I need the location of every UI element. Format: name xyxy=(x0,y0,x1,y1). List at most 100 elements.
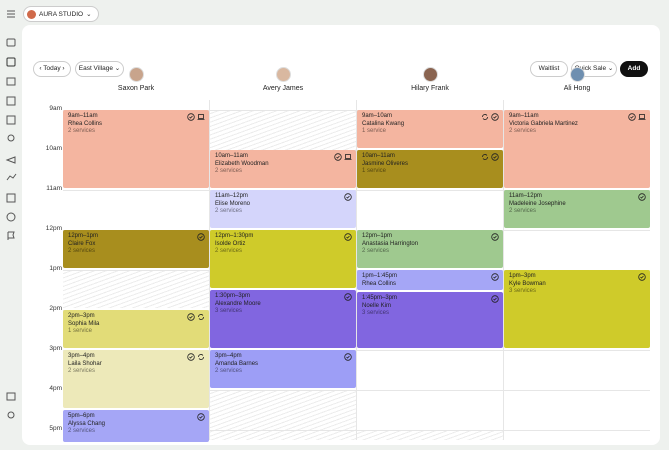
client-name: Kyle Bowman xyxy=(509,280,546,287)
location-dropdown[interactable]: East Village ⌄ xyxy=(75,61,124,77)
status-icon xyxy=(187,113,195,121)
client-name: Rhea Collins xyxy=(362,280,397,287)
appointment-time: 9am–11am xyxy=(68,113,98,119)
status-icons xyxy=(197,413,205,421)
column-divider xyxy=(209,100,210,440)
appointment-card[interactable]: 9am–11am Victoria Gabriela Martinez 2 serv… xyxy=(504,110,650,188)
client-name: Alyssa Chang xyxy=(68,420,106,427)
sidebar xyxy=(5,10,17,419)
today-label: Today xyxy=(43,65,61,72)
service-count: 2 services xyxy=(215,208,243,215)
hour-label: 3pm xyxy=(49,345,62,352)
appointment-card[interactable]: 12pm–1pm Claire Fox 2 services xyxy=(63,230,209,268)
appointment-card[interactable]: 9am–10am Catalina Kwang 1 service xyxy=(357,110,503,148)
hour-label: 1pm xyxy=(49,265,62,272)
status-icons xyxy=(344,193,352,201)
hour-label: 2pm xyxy=(49,305,62,312)
appointment-card[interactable]: 2pm–3pm Sophia Mila 1 service xyxy=(63,310,209,348)
status-icon xyxy=(482,154,488,160)
client-name: Alexandre Moore xyxy=(215,300,261,307)
appointment-card[interactable]: 3pm–4pm Amanda Barnes 2 services xyxy=(210,350,356,388)
waitlist-button[interactable]: Waitlist xyxy=(530,61,568,77)
status-icons xyxy=(638,273,646,281)
service-count: 2 services xyxy=(362,248,390,255)
appointment-card[interactable]: 1pm–1:45pm Rhea Collins xyxy=(357,270,503,290)
status-icon xyxy=(197,413,205,421)
appointment-time: 1pm–3pm xyxy=(509,273,536,279)
appointment-card[interactable]: 11am–12pm Madeleine Josephine 2 services xyxy=(504,190,650,228)
hour-label: 9am xyxy=(49,105,62,112)
staff-avatar xyxy=(570,67,585,82)
appointment-time: 10am–11am xyxy=(215,153,248,159)
status-icon xyxy=(344,293,352,301)
studio-switcher[interactable]: AURA STUDIO ⌄ xyxy=(23,6,99,22)
status-icon xyxy=(491,273,499,281)
appointment-card[interactable]: 1:45pm–3pm Noelle Kim 3 services xyxy=(357,292,503,348)
hour-label: 10am xyxy=(45,145,62,152)
client-name: Elise Moreno xyxy=(215,200,251,207)
appointment-time: 5pm–6pm xyxy=(68,413,95,419)
add-button[interactable]: Add xyxy=(620,61,648,77)
client-name: Jasmine Oliveres xyxy=(362,160,409,167)
appointment-card[interactable]: 9am–11am Rhea Collins 2 services xyxy=(63,110,209,188)
appointment-card[interactable]: 10am–11am Elizabeth Woodman 2 services xyxy=(210,150,356,188)
appointment-time: 9am–11am xyxy=(509,113,539,119)
column-divider xyxy=(356,100,357,440)
staff-avatar xyxy=(276,67,291,82)
appointment-card[interactable]: 11am–12pm Elise Moreno 2 services xyxy=(210,190,356,228)
staff-name: Ali Hong xyxy=(563,85,591,92)
service-count: 3 services xyxy=(215,308,243,315)
status-icon xyxy=(344,193,352,201)
hour-label: 12pm xyxy=(45,225,62,232)
appointment-card[interactable]: 12pm–1pm Anastasia Harrington 2 services xyxy=(357,230,503,268)
unavailable-slot xyxy=(210,110,356,150)
status-icons xyxy=(491,233,499,241)
client-name: Claire Fox xyxy=(68,240,96,247)
appointment-time: 9am–10am xyxy=(362,113,393,119)
service-count: 2 services xyxy=(509,208,537,215)
status-icons xyxy=(638,193,646,201)
appointment-time: 3pm–4pm xyxy=(215,353,242,359)
hour-label: 11am xyxy=(46,185,62,192)
status-icon xyxy=(198,354,204,360)
status-icon xyxy=(197,114,205,120)
appointment-time: 12pm–1pm xyxy=(362,233,393,239)
status-icon xyxy=(334,153,342,161)
staff-avatar xyxy=(423,67,438,82)
appointment-card[interactable]: 1:30pm–3pm Alexandre Moore 3 services xyxy=(210,290,356,348)
appointment-card[interactable]: 1pm–3pm Kyle Bowman 3 services xyxy=(504,270,650,348)
status-icon xyxy=(638,273,646,281)
appointment-card[interactable]: 10am–11am Jasmine Oliveres 1 service xyxy=(357,150,503,188)
status-icons xyxy=(481,153,499,161)
client-name: Rhea Collins xyxy=(68,120,103,127)
status-icons xyxy=(491,273,499,281)
client-name: Laila Shohar xyxy=(68,360,102,367)
client-name: Victoria Gabriela Martinez xyxy=(509,120,578,127)
service-count: 2 services xyxy=(68,248,96,255)
client-name: Sophia Mila xyxy=(68,320,100,327)
client-name: Isolde Ortiz xyxy=(215,240,246,247)
status-icon xyxy=(628,113,636,121)
hour-label: 5pm xyxy=(49,425,62,432)
appointment-time: 12pm–1:30pm xyxy=(215,233,254,239)
client-name: Noelle Kim xyxy=(362,302,392,309)
appointment-card[interactable]: 12pm–1:30pm Isolde Ortiz 2 services xyxy=(210,230,356,288)
appointment-time: 2pm–3pm xyxy=(68,313,95,319)
status-icon xyxy=(491,113,499,121)
status-icon xyxy=(491,295,499,303)
status-icons xyxy=(187,353,205,361)
appointment-time: 3pm–4pm xyxy=(68,353,95,359)
today-button[interactable]: ‹ Today › xyxy=(33,61,71,77)
status-icon xyxy=(187,353,195,361)
appointment-time: 1pm–1:45pm xyxy=(362,273,398,279)
add-label: Add xyxy=(627,65,641,72)
service-count: 2 services xyxy=(68,428,96,435)
status-icons xyxy=(491,295,499,303)
appointment-card[interactable]: 3pm–4pm Laila Shohar 2 services xyxy=(63,350,209,408)
studio-name: AURA STUDIO xyxy=(39,10,84,18)
status-icons xyxy=(187,113,205,121)
appointment-card[interactable]: 5pm–6pm Alyssa Chang 2 services xyxy=(63,410,209,442)
client-name: Anastasia Harrington xyxy=(362,240,419,247)
column-divider xyxy=(503,100,504,440)
